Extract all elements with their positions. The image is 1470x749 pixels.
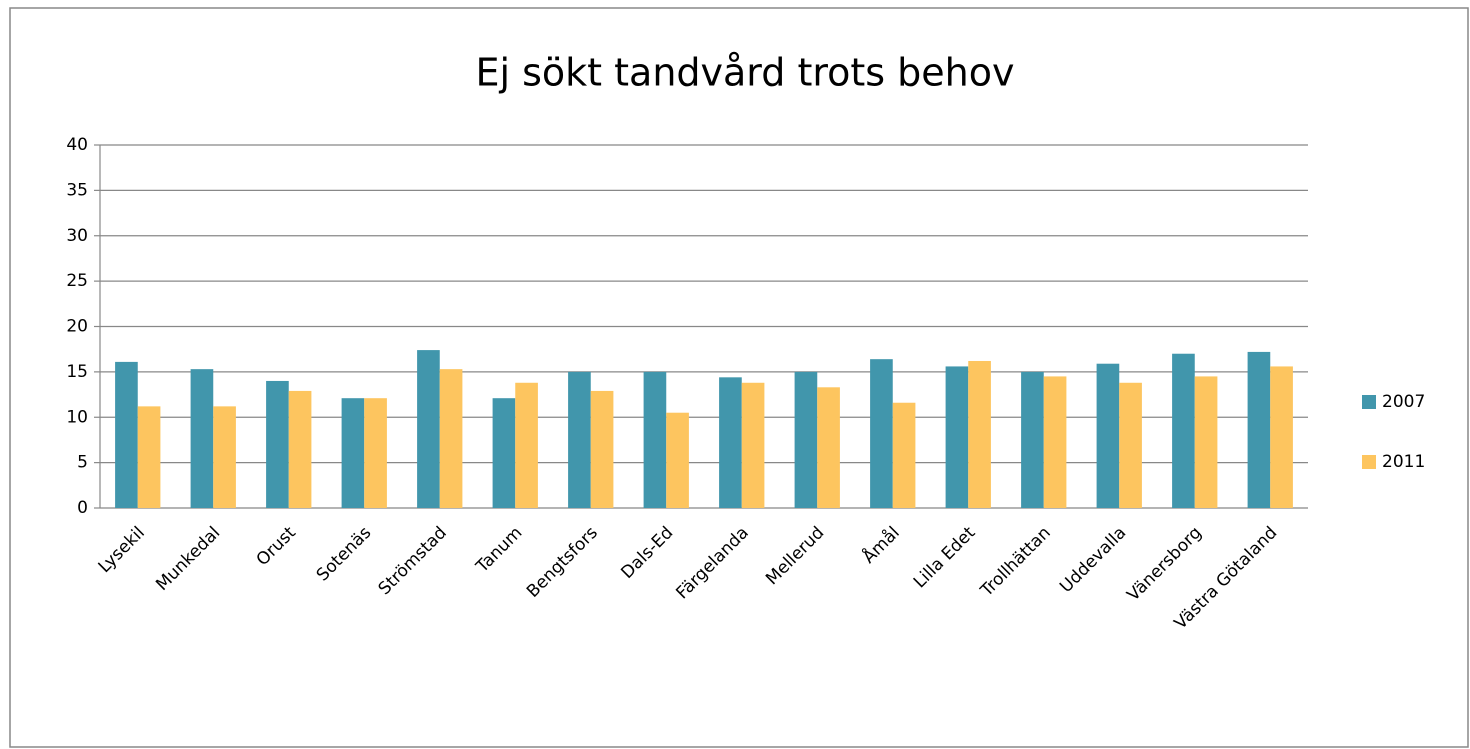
- y-tick-label: 0: [77, 498, 88, 518]
- y-tick-label: 15: [66, 362, 88, 382]
- y-tick-label: 5: [77, 453, 88, 473]
- bar: [364, 398, 387, 508]
- bar: [266, 380, 289, 508]
- bar: [137, 406, 161, 508]
- bar: [1043, 376, 1067, 508]
- bar: [439, 369, 463, 508]
- bar: [288, 390, 312, 508]
- y-tick-label: 10: [66, 407, 88, 427]
- bar: [719, 377, 742, 508]
- y-tick-label: 40: [66, 135, 88, 155]
- legend-label: 2011: [1382, 452, 1425, 472]
- chart-title: Ej sökt tandvård trots behov: [475, 51, 1014, 95]
- bar: [643, 371, 667, 508]
- bar: [968, 360, 991, 508]
- bar: [1172, 353, 1195, 508]
- bar: [590, 390, 614, 508]
- bar: [1194, 376, 1218, 508]
- bar: [515, 382, 538, 508]
- bar: [1119, 382, 1142, 508]
- bar: [892, 402, 916, 508]
- bar: [492, 398, 516, 508]
- bar: [817, 387, 840, 508]
- bar: [1247, 351, 1271, 508]
- bar: [341, 398, 365, 508]
- y-tick-label: 25: [66, 271, 88, 291]
- bar: [870, 359, 893, 508]
- bar: [741, 382, 765, 508]
- bar: [190, 369, 214, 508]
- y-tick-label: 20: [66, 317, 88, 337]
- bar: [1021, 371, 1044, 508]
- legend-label: 2007: [1382, 392, 1425, 412]
- bar: [115, 361, 138, 508]
- bar: [794, 371, 818, 508]
- bar: [945, 366, 969, 508]
- bar: [568, 371, 591, 508]
- y-tick-label: 35: [66, 180, 88, 200]
- bar: [666, 412, 689, 508]
- legend-swatch: [1362, 455, 1376, 469]
- bar: [213, 406, 236, 508]
- bar: [1096, 363, 1120, 508]
- legend-swatch: [1362, 395, 1376, 409]
- bar: [1270, 366, 1293, 508]
- y-tick-label: 30: [66, 226, 88, 246]
- bar: [417, 350, 440, 508]
